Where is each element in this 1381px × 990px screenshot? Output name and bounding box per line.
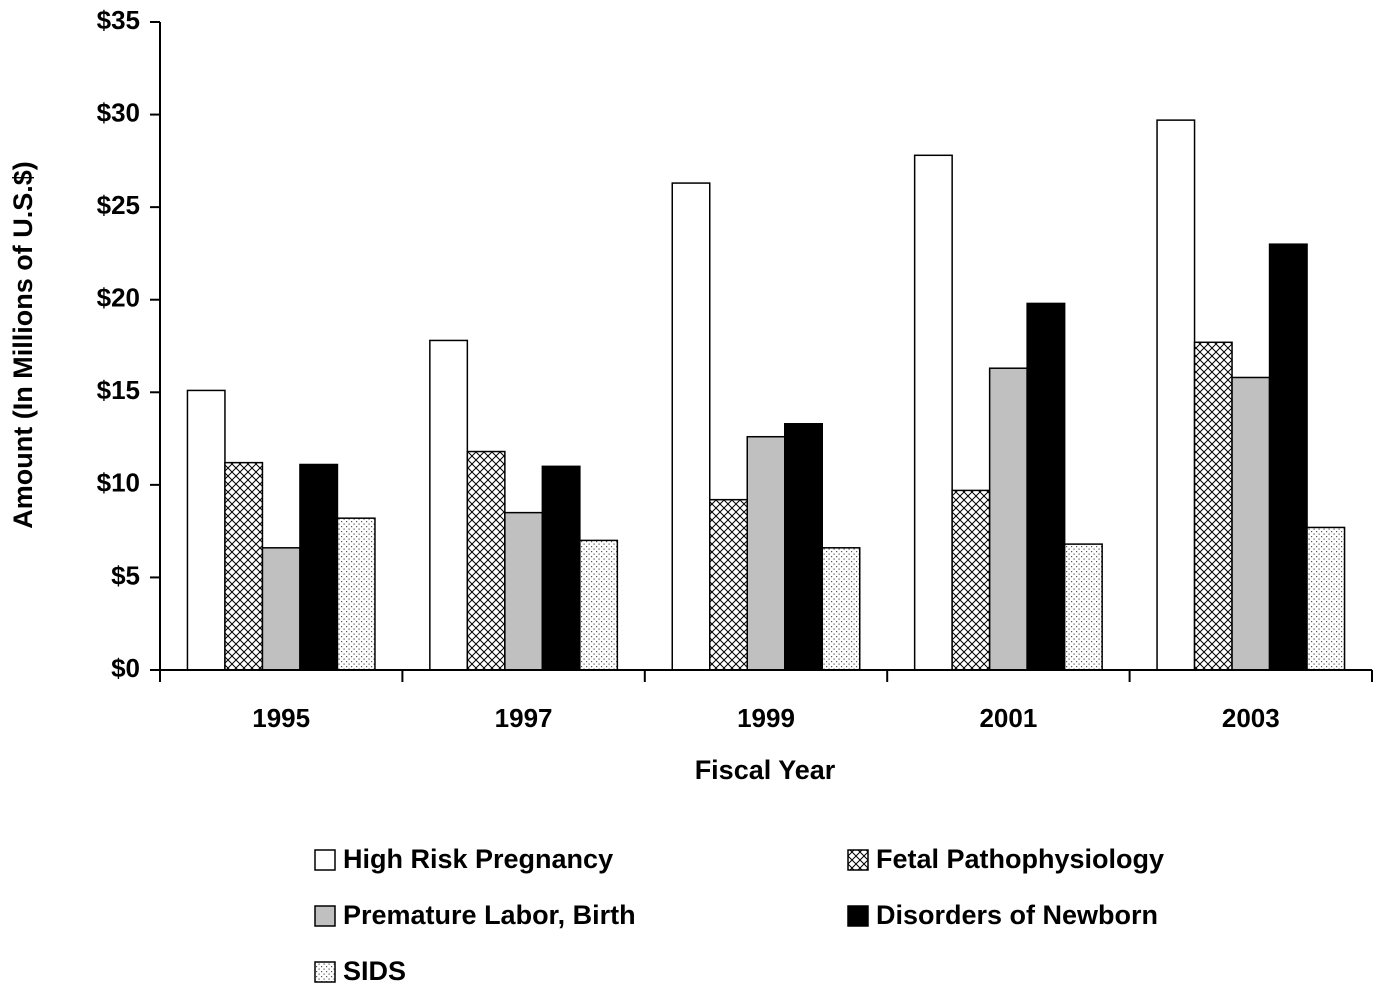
y-tick-label: $35 — [97, 5, 140, 35]
bar — [504, 511, 544, 671]
bar — [671, 182, 711, 671]
legend-swatch — [314, 849, 336, 871]
x-tick-label: 1999 — [737, 703, 795, 733]
bar — [746, 435, 786, 671]
bar — [1193, 341, 1233, 671]
legend-swatch — [847, 905, 869, 927]
y-tick-label: $25 — [97, 190, 140, 220]
x-tick-label: 2003 — [1222, 703, 1280, 733]
bar — [821, 547, 861, 671]
legend-label: Fetal Pathophysiology — [876, 844, 1164, 874]
y-tick-label: $5 — [111, 560, 140, 590]
y-tick-label: $15 — [97, 375, 140, 405]
bar — [299, 463, 339, 671]
legend-label: Premature Labor, Birth — [343, 900, 636, 930]
legend-label: High Risk Pregnancy — [343, 844, 613, 874]
bar — [1268, 243, 1308, 671]
bar — [988, 367, 1028, 671]
bar — [579, 539, 619, 671]
x-tick-label: 2001 — [979, 703, 1037, 733]
bar — [1231, 376, 1271, 671]
bar — [541, 465, 581, 671]
bar — [429, 339, 469, 671]
bar — [784, 423, 823, 671]
x-tick-label: 1997 — [495, 703, 553, 733]
bar — [224, 461, 264, 671]
legend-label: SIDS — [343, 956, 406, 986]
legend-swatch — [314, 961, 336, 983]
y-tick-label: $10 — [97, 468, 140, 498]
bar — [709, 498, 748, 671]
bar — [261, 547, 301, 671]
bar — [1026, 302, 1066, 671]
bar — [1063, 543, 1103, 671]
legend-label: Disorders of Newborn — [876, 900, 1158, 930]
y-tick-label: $30 — [97, 97, 140, 127]
bar — [466, 450, 506, 671]
y-tick-label: $20 — [97, 283, 140, 313]
y-tick-label: $0 — [111, 653, 140, 683]
bar — [336, 517, 376, 671]
legend-swatch — [314, 905, 336, 927]
bar — [951, 489, 991, 671]
y-axis-title: Amount (In Millions of U.S.$) — [8, 161, 38, 528]
legend-swatch — [847, 849, 869, 871]
bar — [186, 389, 226, 671]
bar — [1306, 526, 1346, 671]
x-tick-label: 1995 — [252, 703, 310, 733]
x-axis-title: Fiscal Year — [695, 755, 836, 785]
bar — [1156, 119, 1196, 671]
bar — [913, 154, 953, 671]
